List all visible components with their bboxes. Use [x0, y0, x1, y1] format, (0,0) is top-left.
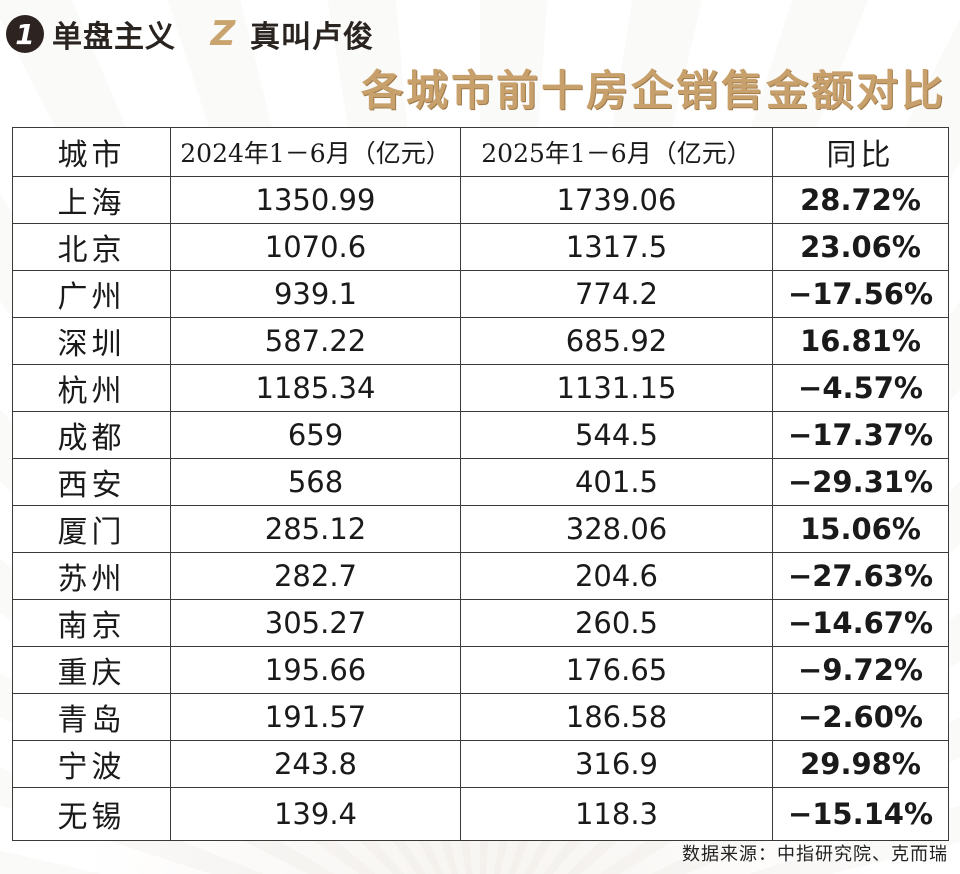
- letter-z-badge-icon: Z: [210, 14, 236, 54]
- cell-2024: 195.66: [170, 646, 461, 694]
- number-one-badge-icon: 1: [6, 15, 44, 53]
- cell-city: 无锡: [12, 787, 171, 841]
- cell-2024: 191.57: [170, 693, 461, 741]
- cell-yoy: 28.72%: [772, 176, 949, 224]
- cell-yoy: −17.37%: [772, 411, 949, 459]
- table-row: 上海 1350.99 1739.06 28.72%: [12, 176, 949, 224]
- table-row: 杭州 1185.34 1131.15 −4.57%: [12, 364, 949, 412]
- cell-yoy: 29.98%: [772, 740, 949, 788]
- cell-yoy: −2.60%: [772, 693, 949, 741]
- cell-2025: 186.58: [460, 693, 773, 741]
- cell-yoy: −15.14%: [772, 787, 949, 841]
- cell-city: 宁波: [12, 740, 171, 788]
- cell-2025: 401.5: [460, 458, 773, 506]
- table-row: 西安 568 401.5 −29.31%: [12, 458, 949, 506]
- table-row: 南京 305.27 260.5 −14.67%: [12, 599, 949, 647]
- cell-2025: 328.06: [460, 505, 773, 553]
- cell-city: 苏州: [12, 552, 171, 600]
- cell-city: 西安: [12, 458, 171, 506]
- cell-2024: 243.8: [170, 740, 461, 788]
- cell-city: 青岛: [12, 693, 171, 741]
- cell-2025: 1131.15: [460, 364, 773, 412]
- table-row: 成都 659 544.5 −17.37%: [12, 411, 949, 459]
- cell-2025: 118.3: [460, 787, 773, 841]
- cell-yoy: −27.63%: [772, 552, 949, 600]
- table-row: 广州 939.1 774.2 −17.56%: [12, 270, 949, 318]
- cell-yoy: −14.67%: [772, 599, 949, 647]
- table-row: 宁波 243.8 316.9 29.98%: [12, 740, 949, 788]
- brand-logos: 1 单盘主义 Z 真叫卢俊: [6, 10, 402, 58]
- column-header-2024: 2024年1－6月（亿元）: [170, 127, 461, 177]
- table-header-row: 城市 2024年1－6月（亿元） 2025年1－6月（亿元） 同比: [12, 127, 949, 177]
- table-row: 青岛 191.57 186.58 −2.60%: [12, 693, 949, 741]
- cell-2024: 1070.6: [170, 223, 461, 271]
- sales-comparison-table: 城市 2024年1－6月（亿元） 2025年1－6月（亿元） 同比 上海 135…: [12, 127, 949, 841]
- column-header-2025: 2025年1－6月（亿元）: [460, 127, 773, 177]
- cell-yoy: −9.72%: [772, 646, 949, 694]
- cell-city: 上海: [12, 176, 171, 224]
- data-source-note: 数据来源：中指研究院、克而瑞: [682, 844, 948, 865]
- cell-city: 南京: [12, 599, 171, 647]
- brand-logo-2: Z 真叫卢俊: [204, 12, 374, 56]
- cell-2025: 685.92: [460, 317, 773, 365]
- table-row: 厦门 285.12 328.06 15.06%: [12, 505, 949, 553]
- brand-name-2: 真叫卢俊: [250, 20, 374, 55]
- table-row: 北京 1070.6 1317.5 23.06%: [12, 223, 949, 271]
- cell-2025: 774.2: [460, 270, 773, 318]
- cell-yoy: 16.81%: [772, 317, 949, 365]
- cell-2024: 1350.99: [170, 176, 461, 224]
- cell-2024: 305.27: [170, 599, 461, 647]
- cell-yoy: 23.06%: [772, 223, 949, 271]
- cell-2025: 1739.06: [460, 176, 773, 224]
- cell-city: 厦门: [12, 505, 171, 553]
- cell-2025: 316.9: [460, 740, 773, 788]
- cell-2025: 204.6: [460, 552, 773, 600]
- cell-city: 杭州: [12, 364, 171, 412]
- cell-yoy: −17.56%: [772, 270, 949, 318]
- table-row: 深圳 587.22 685.92 16.81%: [12, 317, 949, 365]
- cell-2024: 939.1: [170, 270, 461, 318]
- column-header-city: 城市: [12, 127, 171, 177]
- cell-yoy: −4.57%: [772, 364, 949, 412]
- cell-2024: 659: [170, 411, 461, 459]
- cell-2024: 139.4: [170, 787, 461, 841]
- brand-name-1: 单盘主义: [52, 20, 176, 55]
- cell-city: 重庆: [12, 646, 171, 694]
- cell-2025: 544.5: [460, 411, 773, 459]
- cell-2024: 282.7: [170, 552, 461, 600]
- cell-yoy: 15.06%: [772, 505, 949, 553]
- cell-2024: 587.22: [170, 317, 461, 365]
- table-row: 无锡 139.4 118.3 −15.14%: [12, 787, 949, 841]
- cell-city: 广州: [12, 270, 171, 318]
- table-row: 苏州 282.7 204.6 −27.63%: [12, 552, 949, 600]
- table-row: 重庆 195.66 176.65 −9.72%: [12, 646, 949, 694]
- column-header-yoy: 同比: [772, 127, 949, 177]
- cell-2024: 568: [170, 458, 461, 506]
- cell-2025: 260.5: [460, 599, 773, 647]
- cell-2024: 285.12: [170, 505, 461, 553]
- page-title: 各城市前十房企销售金额对比: [360, 66, 946, 115]
- brand-logo-1: 1 单盘主义: [6, 12, 176, 56]
- cell-2025: 1317.5: [460, 223, 773, 271]
- cell-2025: 176.65: [460, 646, 773, 694]
- cell-city: 北京: [12, 223, 171, 271]
- cell-2024: 1185.34: [170, 364, 461, 412]
- cell-yoy: −29.31%: [772, 458, 949, 506]
- cell-city: 成都: [12, 411, 171, 459]
- cell-city: 深圳: [12, 317, 171, 365]
